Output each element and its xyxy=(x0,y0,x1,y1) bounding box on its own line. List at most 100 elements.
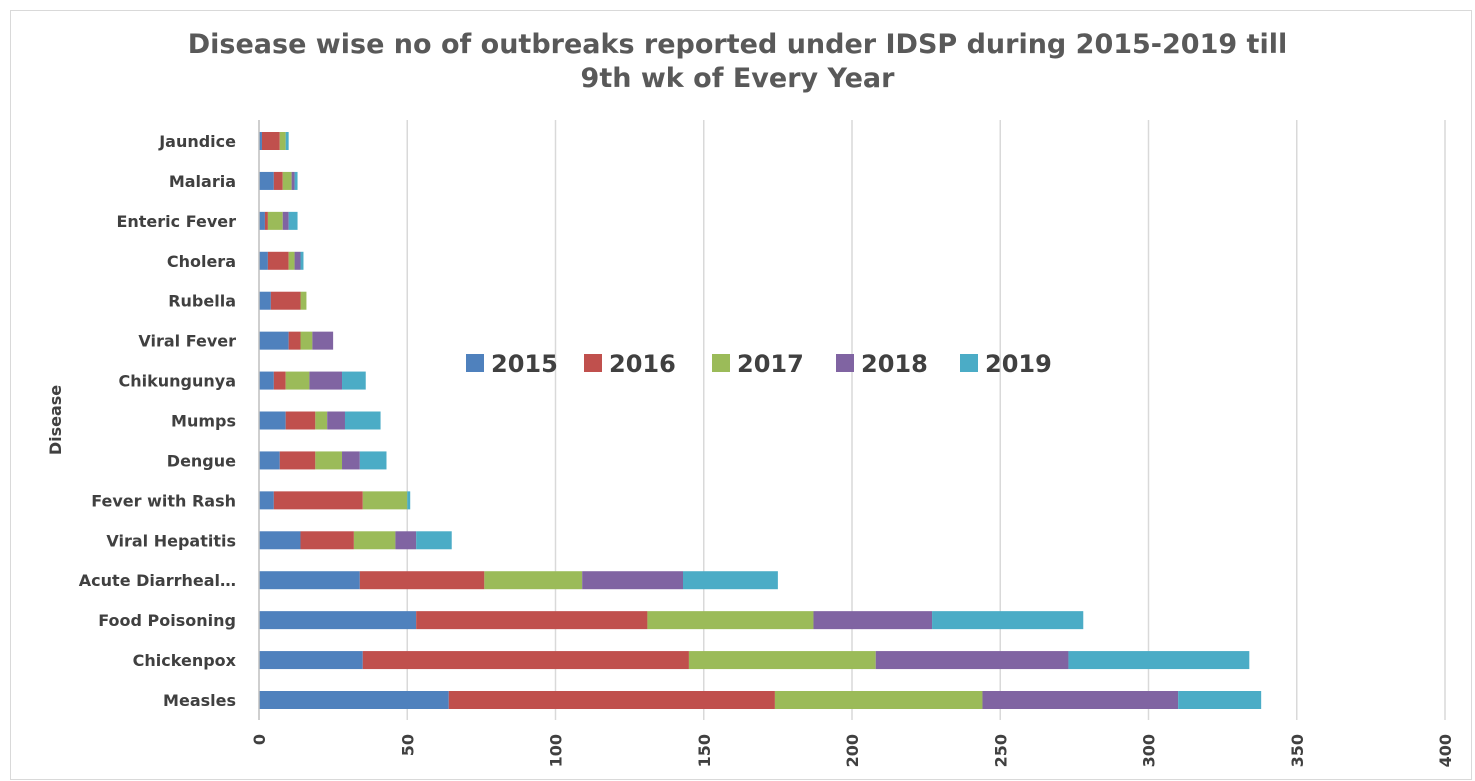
bars xyxy=(259,132,1262,709)
bar-2015-rubella xyxy=(259,291,271,310)
bar-2017-cholera xyxy=(288,251,295,270)
category-label: Chikungunya xyxy=(119,372,237,391)
bar-2015-chickenpox xyxy=(259,651,363,670)
bar-2016-malaria xyxy=(273,171,283,190)
legend-label-2017: 2017 xyxy=(737,350,804,378)
category-labels: Jaundice Malaria Enteric Fever Cholera Rubel… xyxy=(79,132,237,710)
chart-title-line-2: 9th wk of Every Year xyxy=(580,63,895,94)
x-tick-label: 0 xyxy=(250,734,269,745)
category-label: Fever with Rash xyxy=(91,491,236,510)
bar-2015-cholera xyxy=(259,251,268,270)
bar-2015-enteric-fever xyxy=(259,211,265,230)
legend-swatch-2016 xyxy=(584,354,602,372)
legend-swatch-2017 xyxy=(712,354,730,372)
bar-2016-rubella xyxy=(270,291,301,310)
bar-2017-mumps xyxy=(315,411,328,430)
bar-2018-viral-hepatitis xyxy=(395,531,417,550)
bar-2015-viral-fever xyxy=(259,331,289,350)
bar-2016-enteric-fever xyxy=(264,211,268,230)
bar-2018-cholera xyxy=(294,251,301,270)
category-label: Cholera xyxy=(167,252,236,271)
bar-2019-jaundice xyxy=(285,132,289,150)
legend-label-2015: 2015 xyxy=(491,350,558,378)
bar-2016-dengue xyxy=(279,451,316,470)
bar-2016-viral-fever xyxy=(288,331,301,350)
x-tick-label: 250 xyxy=(991,734,1010,767)
bar-2017-enteric-fever xyxy=(267,211,283,230)
bar-2018-measles xyxy=(982,691,1179,709)
x-tick-label: 50 xyxy=(398,734,417,756)
bar-2016-viral-hepatitis xyxy=(300,531,354,550)
category-label: Viral Fever xyxy=(138,332,236,351)
x-tick-label: 350 xyxy=(1288,734,1307,767)
category-label: Chickenpox xyxy=(133,651,237,670)
category-label: Rubella xyxy=(168,292,236,311)
gridlines xyxy=(406,120,1446,720)
bar-2017-fever-with-rash xyxy=(362,491,408,510)
bar-2016-measles xyxy=(448,691,775,709)
x-tick-label: 400 xyxy=(1436,734,1455,767)
bar-2016-acute-diarrheal xyxy=(359,571,485,590)
bar-2017-measles xyxy=(774,691,983,709)
category-label: Dengue xyxy=(167,451,236,470)
bar-2018-viral-fever xyxy=(312,331,334,350)
category-label: Measles xyxy=(163,691,236,710)
category-label: Jaundice xyxy=(158,132,236,151)
legend-swatch-2019 xyxy=(960,354,978,372)
bar-2018-mumps xyxy=(327,411,345,430)
category-label: Malaria xyxy=(169,172,236,191)
x-tick-label: 100 xyxy=(547,734,566,767)
x-tick-label: 200 xyxy=(843,734,862,767)
bar-2019-cholera xyxy=(300,251,304,270)
bar-2018-malaria xyxy=(291,171,295,190)
bar-2019-chikungunya xyxy=(342,371,366,390)
bar-2015-jaundice xyxy=(259,132,262,150)
bar-2018-dengue xyxy=(342,451,360,470)
bar-2019-fever-with-rash xyxy=(407,491,411,510)
x-tick-label: 300 xyxy=(1140,734,1159,767)
legend-label-2018: 2018 xyxy=(861,350,928,378)
bar-2016-jaundice xyxy=(261,132,280,150)
bar-2017-malaria xyxy=(282,171,292,190)
bar-2018-acute-diarrheal xyxy=(582,571,683,590)
bar-2019-measles xyxy=(1178,691,1262,709)
bar-2016-mumps xyxy=(285,411,316,430)
category-label: Viral Hepatitis xyxy=(106,531,236,550)
bar-2017-chikungunya xyxy=(285,371,310,390)
legend-swatch-2015 xyxy=(466,354,484,372)
chart-title-line-1: Disease wise no of outbreaks reported un… xyxy=(187,29,1288,60)
bar-2015-chikungunya xyxy=(259,371,274,390)
bar-2019-chickenpox xyxy=(1068,651,1250,670)
bar-2016-chikungunya xyxy=(273,371,286,390)
bar-2015-measles xyxy=(259,691,449,709)
bar-2019-malaria xyxy=(294,171,298,190)
chart-title: Disease wise no of outbreaks reported un… xyxy=(0,28,1475,96)
bar-2015-food-poisoning xyxy=(259,611,417,630)
bar-2017-rubella xyxy=(300,291,307,310)
bar-2015-dengue xyxy=(259,451,280,470)
bar-2016-fever-with-rash xyxy=(273,491,363,510)
bar-2016-cholera xyxy=(267,251,289,270)
bar-2017-viral-fever xyxy=(300,331,313,350)
bar-2018-food-poisoning xyxy=(813,611,933,630)
bar-2015-acute-diarrheal xyxy=(259,571,360,590)
category-label: Acute Diarrheal… xyxy=(79,571,236,590)
bar-2015-malaria xyxy=(259,171,274,190)
legend-label-2019: 2019 xyxy=(985,350,1052,378)
bar-2015-mumps xyxy=(259,411,286,430)
bar-2019-enteric-fever xyxy=(288,211,298,230)
bar-2019-food-poisoning xyxy=(932,611,1084,630)
bar-2017-viral-hepatitis xyxy=(353,531,396,550)
legend-label-2016: 2016 xyxy=(609,350,676,378)
bar-2017-jaundice xyxy=(279,132,286,150)
category-label: Enteric Fever xyxy=(116,212,236,231)
bar-2019-viral-hepatitis xyxy=(416,531,452,550)
legend-swatch-2018 xyxy=(836,354,854,372)
bar-2017-acute-diarrheal xyxy=(484,571,583,590)
bar-2018-enteric-fever xyxy=(282,211,289,230)
bar-2017-dengue xyxy=(315,451,343,470)
bar-2015-viral-hepatitis xyxy=(259,531,301,550)
legend: 2015 2016 2017 2018 2019 xyxy=(466,350,1052,378)
y-axis-title: Disease xyxy=(46,385,65,455)
